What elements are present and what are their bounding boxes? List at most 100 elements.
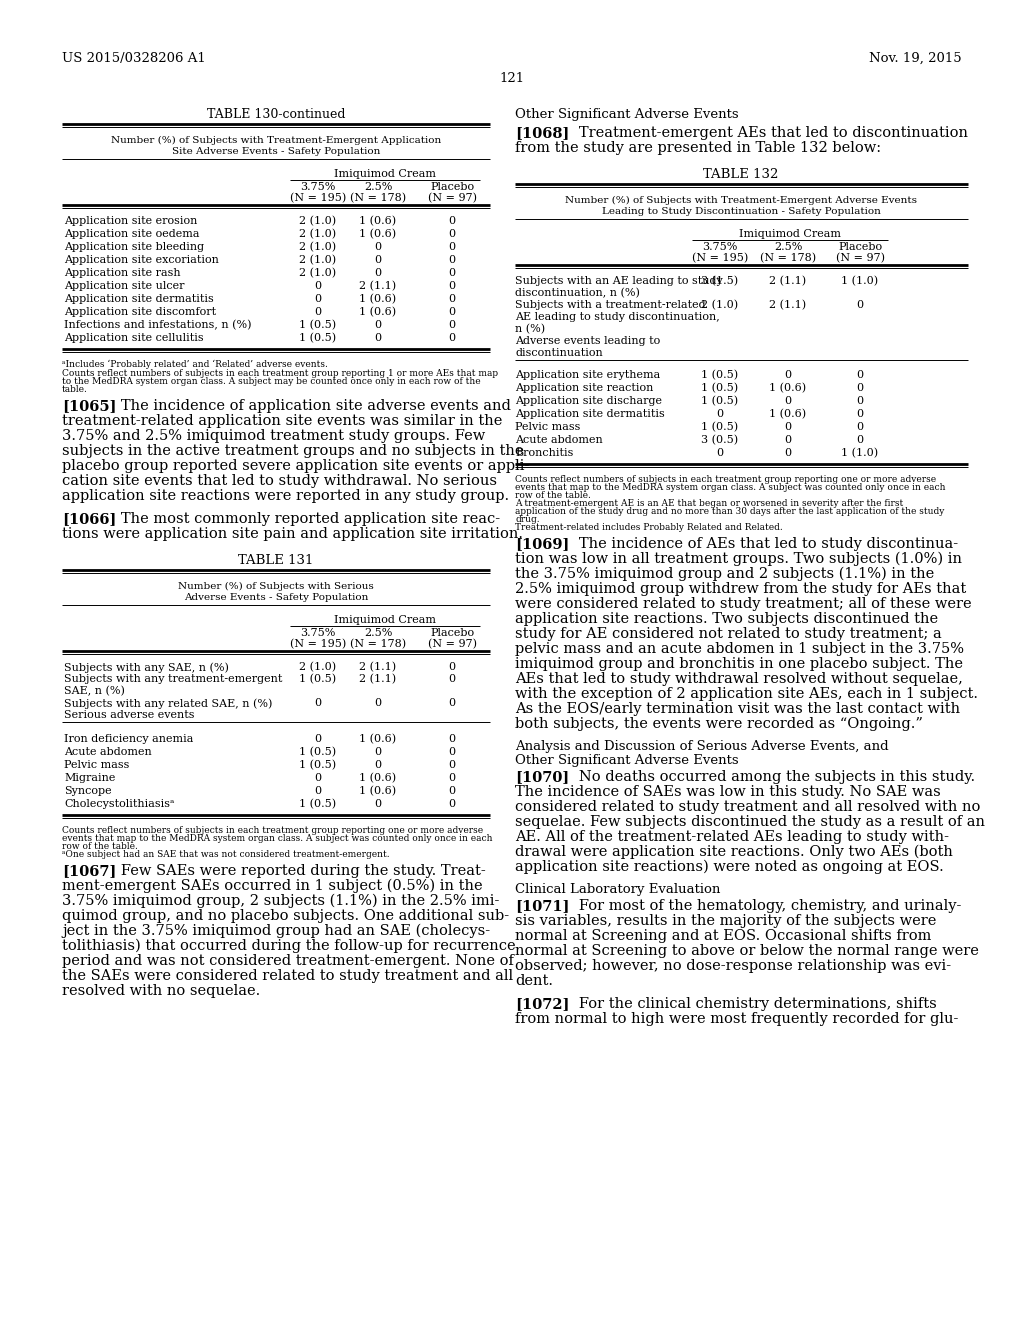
Text: 0: 0 xyxy=(449,228,456,239)
Text: subjects in the active treatment groups and no subjects in the: subjects in the active treatment groups … xyxy=(62,444,523,458)
Text: Treatment-emergent AEs that led to discontinuation: Treatment-emergent AEs that led to disco… xyxy=(565,125,968,140)
Text: Application site rash: Application site rash xyxy=(63,268,180,279)
Text: 1 (0.5): 1 (0.5) xyxy=(701,370,738,380)
Text: discontinuation: discontinuation xyxy=(515,348,603,358)
Text: 0: 0 xyxy=(375,319,382,330)
Text: 0: 0 xyxy=(449,760,456,770)
Text: Bronchitis: Bronchitis xyxy=(515,447,573,458)
Text: 1 (0.6): 1 (0.6) xyxy=(359,734,396,744)
Text: 2 (1.0): 2 (1.0) xyxy=(299,228,337,239)
Text: 0: 0 xyxy=(784,396,792,407)
Text: 2 (1.0): 2 (1.0) xyxy=(299,216,337,226)
Text: The incidence of application site adverse events and: The incidence of application site advers… xyxy=(106,399,511,413)
Text: application site reactions. Two subjects discontinued the: application site reactions. Two subjects… xyxy=(515,612,938,626)
Text: 3.75%: 3.75% xyxy=(300,182,336,191)
Text: The most commonly reported application site reac-: The most commonly reported application s… xyxy=(106,512,500,525)
Text: Acute abdomen: Acute abdomen xyxy=(63,747,152,756)
Text: Subjects with any related SAE, n (%): Subjects with any related SAE, n (%) xyxy=(63,698,272,709)
Text: 0: 0 xyxy=(314,774,322,783)
Text: 2 (1.1): 2 (1.1) xyxy=(769,300,807,310)
Text: drawal were application site reactions. Only two AEs (both: drawal were application site reactions. … xyxy=(515,845,953,859)
Text: 1 (0.5): 1 (0.5) xyxy=(299,760,337,771)
Text: treatment-related application site events was similar in the: treatment-related application site event… xyxy=(62,414,503,428)
Text: (N = 97): (N = 97) xyxy=(836,253,885,263)
Text: Application site dermatitis: Application site dermatitis xyxy=(515,409,665,418)
Text: 2.5%: 2.5% xyxy=(774,242,802,252)
Text: Number (%) of Subjects with Serious: Number (%) of Subjects with Serious xyxy=(178,582,374,591)
Text: events that map to the MedDRA system organ class. A subject was counted only onc: events that map to the MedDRA system org… xyxy=(62,834,493,843)
Text: 2.5%: 2.5% xyxy=(364,182,392,191)
Text: 0: 0 xyxy=(449,268,456,279)
Text: with the exception of 2 application site AEs, each in 1 subject.: with the exception of 2 application site… xyxy=(515,686,978,701)
Text: US 2015/0328206 A1: US 2015/0328206 A1 xyxy=(62,51,206,65)
Text: Treatment-related includes Probably Related and Related.: Treatment-related includes Probably Rela… xyxy=(515,523,782,532)
Text: Subjects with any SAE, n (%): Subjects with any SAE, n (%) xyxy=(63,663,229,673)
Text: TABLE 131: TABLE 131 xyxy=(239,554,313,568)
Text: Number (%) of Subjects with Treatment-Emergent Application: Number (%) of Subjects with Treatment-Em… xyxy=(111,136,441,145)
Text: 0: 0 xyxy=(314,698,322,708)
Text: [1072]: [1072] xyxy=(515,997,569,1011)
Text: Other Significant Adverse Events: Other Significant Adverse Events xyxy=(515,754,738,767)
Text: Migraine: Migraine xyxy=(63,774,116,783)
Text: Imiquimod Cream: Imiquimod Cream xyxy=(334,615,436,624)
Text: 0: 0 xyxy=(856,396,863,407)
Text: [1071]: [1071] xyxy=(515,899,569,913)
Text: 1 (0.6): 1 (0.6) xyxy=(359,294,396,305)
Text: 3 (1.5): 3 (1.5) xyxy=(701,276,738,286)
Text: (N = 178): (N = 178) xyxy=(760,253,816,263)
Text: No deaths occurred among the subjects in this study.: No deaths occurred among the subjects in… xyxy=(565,770,975,784)
Text: 0: 0 xyxy=(449,281,456,290)
Text: 0: 0 xyxy=(784,436,792,445)
Text: Subjects with an AE leading to study: Subjects with an AE leading to study xyxy=(515,276,723,286)
Text: Placebo: Placebo xyxy=(430,628,474,638)
Text: discontinuation, n (%): discontinuation, n (%) xyxy=(515,288,640,298)
Text: 0: 0 xyxy=(449,308,456,317)
Text: Acute abdomen: Acute abdomen xyxy=(515,436,603,445)
Text: both subjects, the events were recorded as “Ongoing.”: both subjects, the events were recorded … xyxy=(515,717,923,731)
Text: tions were application site pain and application site irritation.: tions were application site pain and app… xyxy=(62,527,523,541)
Text: Few SAEs were reported during the study. Treat-: Few SAEs were reported during the study.… xyxy=(106,865,485,878)
Text: [1069]: [1069] xyxy=(515,537,569,550)
Text: Application site cellulitis: Application site cellulitis xyxy=(63,333,204,343)
Text: Infections and infestations, n (%): Infections and infestations, n (%) xyxy=(63,319,252,330)
Text: (N = 178): (N = 178) xyxy=(350,639,407,649)
Text: 0: 0 xyxy=(784,422,792,432)
Text: Imiquimod Cream: Imiquimod Cream xyxy=(739,228,841,239)
Text: the 3.75% imiquimod group and 2 subjects (1.1%) in the: the 3.75% imiquimod group and 2 subjects… xyxy=(515,568,934,581)
Text: cation site events that led to study withdrawal. No serious: cation site events that led to study wit… xyxy=(62,474,497,488)
Text: (N = 97): (N = 97) xyxy=(427,639,476,649)
Text: [1066]: [1066] xyxy=(62,512,117,525)
Text: 0: 0 xyxy=(856,409,863,418)
Text: ment-emergent SAEs occurred in 1 subject (0.5%) in the: ment-emergent SAEs occurred in 1 subject… xyxy=(62,879,482,894)
Text: 1 (0.5): 1 (0.5) xyxy=(299,333,337,343)
Text: 0: 0 xyxy=(784,370,792,380)
Text: 1 (0.6): 1 (0.6) xyxy=(359,785,396,796)
Text: row of the table.: row of the table. xyxy=(62,842,138,851)
Text: 0: 0 xyxy=(449,255,456,265)
Text: Leading to Study Discontinuation - Safety Population: Leading to Study Discontinuation - Safet… xyxy=(601,207,881,216)
Text: Pelvic mass: Pelvic mass xyxy=(515,422,581,432)
Text: Application site reaction: Application site reaction xyxy=(515,383,653,393)
Text: SAE, n (%): SAE, n (%) xyxy=(63,686,125,697)
Text: study for AE considered not related to study treatment; a: study for AE considered not related to s… xyxy=(515,627,942,642)
Text: Application site bleeding: Application site bleeding xyxy=(63,242,204,252)
Text: Imiquimod Cream: Imiquimod Cream xyxy=(334,169,436,180)
Text: Application site discomfort: Application site discomfort xyxy=(63,308,216,317)
Text: 0: 0 xyxy=(449,242,456,252)
Text: 3.75%: 3.75% xyxy=(300,628,336,638)
Text: 1 (0.5): 1 (0.5) xyxy=(299,675,337,684)
Text: to the MedDRA system organ class. A subject may be counted once only in each row: to the MedDRA system organ class. A subj… xyxy=(62,378,480,385)
Text: 0: 0 xyxy=(314,308,322,317)
Text: [1068]: [1068] xyxy=(515,125,569,140)
Text: 0: 0 xyxy=(856,370,863,380)
Text: 0: 0 xyxy=(449,294,456,304)
Text: Adverse events leading to: Adverse events leading to xyxy=(515,337,660,346)
Text: tion was low in all treatment groups. Two subjects (1.0%) in: tion was low in all treatment groups. Tw… xyxy=(515,552,962,566)
Text: 0: 0 xyxy=(449,675,456,684)
Text: 0: 0 xyxy=(717,409,724,418)
Text: 0: 0 xyxy=(375,268,382,279)
Text: 3.75%: 3.75% xyxy=(702,242,737,252)
Text: 2 (1.1): 2 (1.1) xyxy=(769,276,807,286)
Text: 1 (1.0): 1 (1.0) xyxy=(842,447,879,458)
Text: 0: 0 xyxy=(449,333,456,343)
